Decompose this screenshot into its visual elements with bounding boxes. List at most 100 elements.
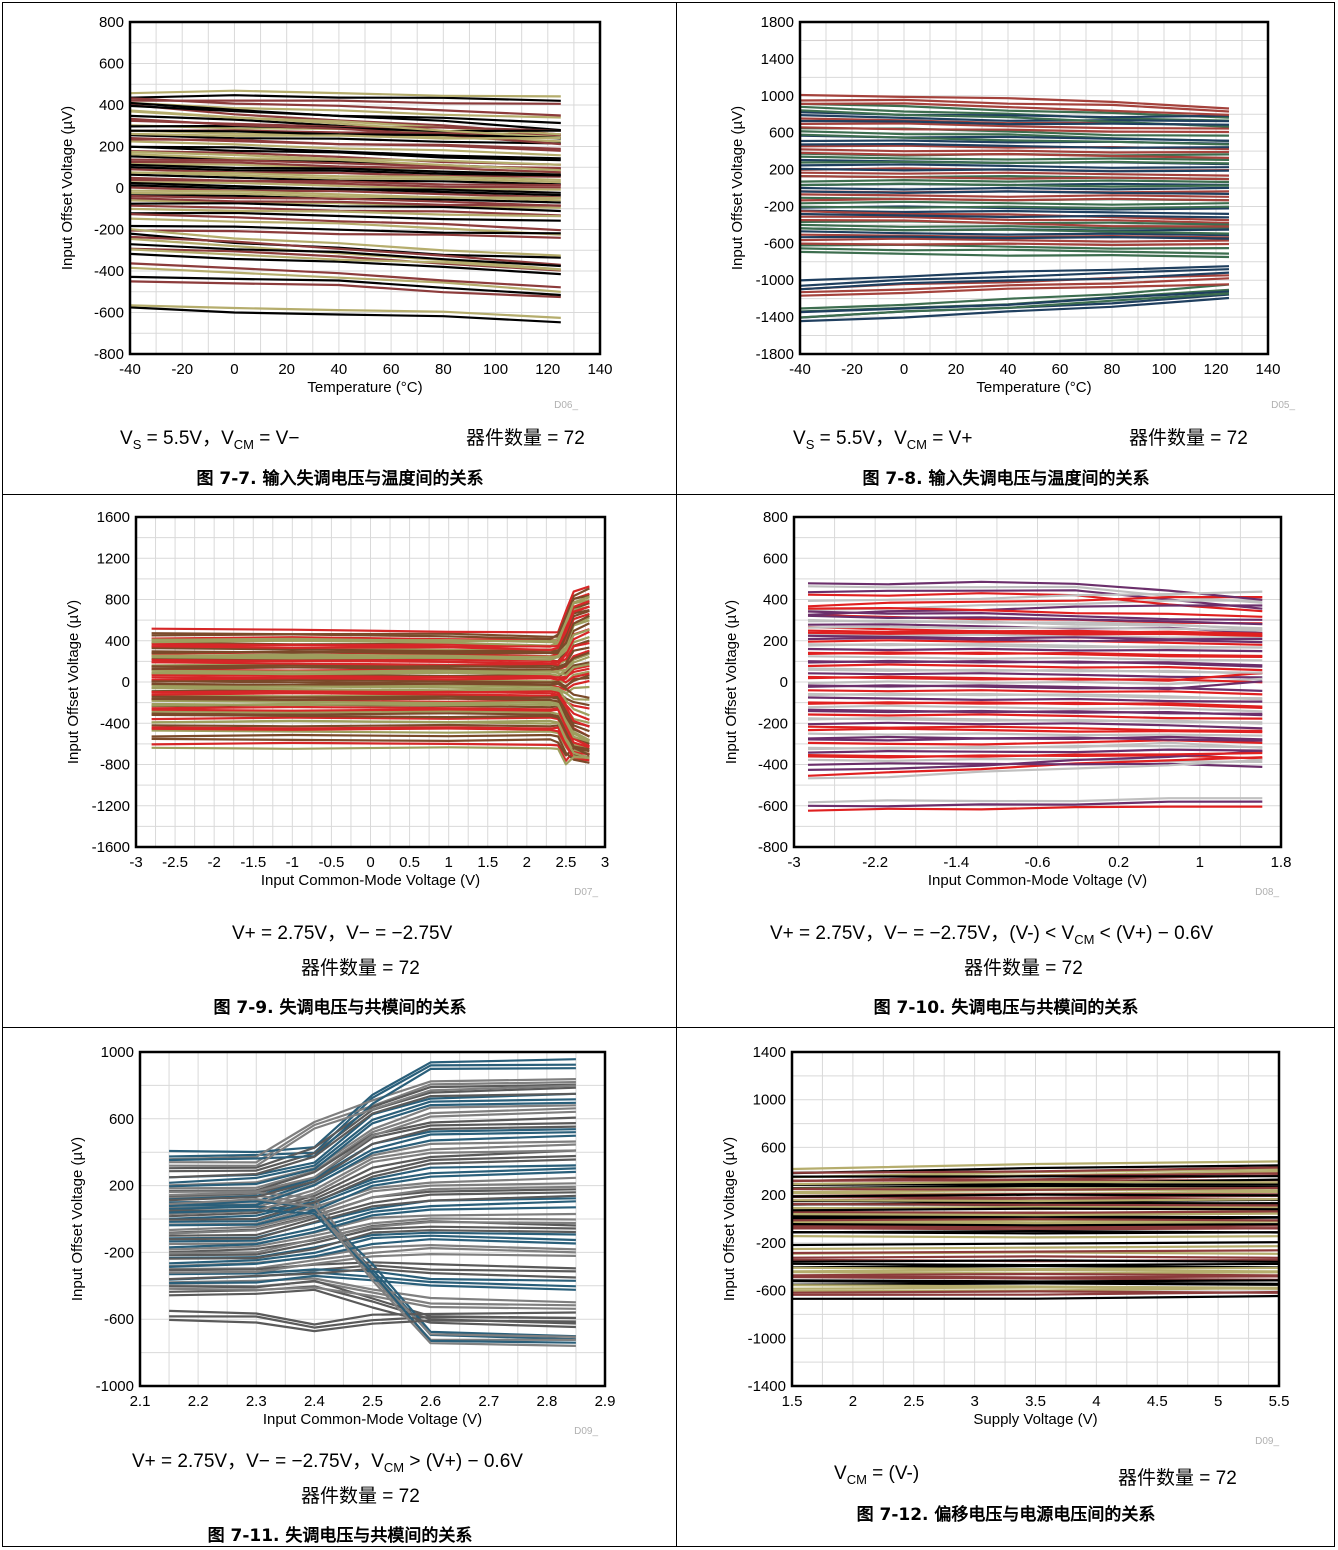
series-line	[169, 1238, 576, 1268]
series-line	[169, 1058, 576, 1154]
series-line	[807, 614, 1263, 626]
series-line	[807, 625, 1263, 632]
series-line	[129, 137, 561, 150]
x-tick-label: 100	[1151, 361, 1176, 378]
y-tick-label: -600	[104, 1311, 134, 1328]
series-line	[169, 1234, 576, 1265]
y-tick-label: 800	[105, 592, 130, 609]
series-line	[799, 175, 1230, 181]
series-line	[807, 758, 1263, 780]
series-line	[799, 105, 1230, 122]
series-line	[169, 1261, 576, 1272]
plot-frame	[790, 1050, 1281, 1388]
series-line	[129, 166, 561, 177]
y-tick-label: 800	[763, 509, 788, 526]
series-line	[151, 605, 590, 648]
series-line	[799, 193, 1230, 198]
series-line	[791, 1218, 1280, 1222]
series-line	[791, 1193, 1280, 1198]
series-line	[791, 1294, 1280, 1300]
series-line	[151, 696, 590, 738]
series-line	[169, 1288, 576, 1329]
series-line	[151, 690, 590, 728]
x-tick-label: -20	[841, 361, 863, 378]
series-line	[129, 181, 561, 191]
y-tick-label: 200	[763, 633, 788, 650]
x-tick-label: -1.5	[240, 854, 266, 871]
series-line	[799, 163, 1230, 169]
x-axis-label: Input Common-Mode Voltage (V)	[261, 872, 480, 889]
conditions-fig7: VS = 5.5V，VCM = V−	[120, 428, 300, 452]
series-line	[169, 1084, 576, 1167]
series-line	[799, 242, 1230, 247]
chart-fig9: -3 -2.5 -2 -1.5 -1 -0.5 0 0.5 1 1.5 2 2.5 3 1600 1200 8…	[65, 509, 609, 898]
y-tick-label: 0	[780, 674, 788, 691]
x-tick-label: 2.3	[246, 1393, 267, 1410]
x-tick-label: 80	[435, 361, 452, 378]
series-line	[807, 748, 1263, 754]
x-tick-label: 2.4	[304, 1393, 325, 1410]
conditions-fig12: VCM = (V-)	[834, 1463, 920, 1487]
series-line	[807, 663, 1263, 672]
series-line	[169, 1229, 576, 1260]
y-tick-label: -800	[100, 757, 130, 774]
y-tick-label: -1200	[92, 798, 130, 815]
y-tick-label: 1000	[101, 1044, 134, 1061]
y-tick-label: 600	[763, 550, 788, 567]
series-line	[169, 1191, 576, 1237]
chart-fig7: -40 -20 0 20 40 60 80 100 120 1408006004002000-20…	[59, 14, 613, 411]
series-line	[129, 178, 561, 189]
series-line	[799, 268, 1230, 287]
series-line	[169, 1198, 576, 1347]
series-line	[799, 205, 1230, 210]
x-tick-label: 3	[970, 1393, 978, 1410]
series-line	[129, 153, 561, 172]
figure-code: D05_	[1271, 400, 1295, 411]
figure-code: D08_	[1255, 887, 1279, 898]
series-line	[151, 652, 590, 677]
series-line	[169, 1182, 576, 1232]
series-line	[129, 163, 561, 176]
series-line	[807, 643, 1263, 649]
x-tick-label: -1.4	[943, 854, 969, 871]
series-line	[791, 1198, 1280, 1203]
series-line	[169, 1267, 576, 1281]
x-tick-label: -2	[207, 854, 220, 871]
series-line	[799, 102, 1230, 119]
series-line	[807, 680, 1263, 691]
series-line	[799, 122, 1230, 130]
series-line	[169, 1098, 576, 1184]
series-line	[791, 1290, 1280, 1294]
series-line	[151, 594, 590, 641]
x-tick-label: 20	[278, 361, 295, 378]
series-line	[169, 1134, 576, 1207]
series-line	[807, 708, 1263, 715]
series-line	[151, 702, 590, 743]
series-line	[151, 672, 590, 684]
y-tick-label: -800	[94, 346, 124, 363]
series-line	[791, 1184, 1280, 1190]
series-line	[151, 720, 590, 760]
x-tick-label: 2.9	[595, 1393, 616, 1410]
series-line	[799, 93, 1230, 110]
series-line	[799, 250, 1230, 259]
series-line	[799, 142, 1230, 149]
series-line	[129, 275, 561, 297]
series-line	[169, 1191, 576, 1338]
series-line	[807, 704, 1263, 713]
series-line	[151, 585, 590, 634]
series-line	[169, 1194, 576, 1241]
series-line	[129, 262, 561, 289]
series-line	[791, 1249, 1280, 1255]
series-line	[791, 1223, 1280, 1227]
series-line	[799, 190, 1230, 195]
series-line	[169, 1158, 576, 1221]
series-line	[807, 647, 1263, 653]
y-tick-label: 200	[99, 139, 124, 156]
y-tick-label: -600	[764, 235, 794, 252]
series-line	[799, 237, 1230, 243]
x-tick-label: 2	[523, 854, 531, 871]
series-line	[799, 119, 1230, 126]
y-tick-label: 600	[769, 125, 794, 142]
